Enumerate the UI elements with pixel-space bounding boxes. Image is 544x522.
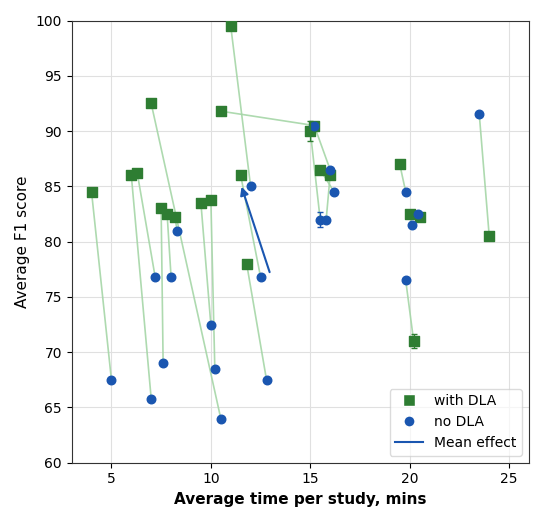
Point: [485, 232, 493, 240]
Point: [171, 213, 180, 221]
Point: [256, 273, 265, 281]
Point: [166, 273, 175, 281]
Point: [217, 107, 225, 115]
Point: [151, 273, 159, 281]
Point: [107, 376, 116, 384]
Point: [401, 188, 410, 196]
Point: [147, 99, 156, 108]
Point: [163, 210, 171, 218]
Point: [310, 121, 319, 129]
Point: [133, 169, 141, 177]
Point: [395, 160, 404, 169]
Point: [330, 188, 338, 196]
Point: [226, 22, 235, 30]
Legend: with DLA, no DLA, Mean effect: with DLA, no DLA, Mean effect: [390, 389, 522, 456]
Point: [196, 199, 205, 207]
Point: [316, 215, 325, 223]
Point: [207, 195, 215, 204]
Point: [236, 171, 245, 180]
Point: [322, 215, 331, 223]
Point: [127, 171, 135, 180]
Point: [401, 276, 410, 284]
Point: [413, 210, 422, 218]
Point: [87, 188, 96, 196]
Point: [326, 171, 335, 180]
Point: [407, 221, 416, 229]
Point: [211, 364, 219, 373]
Point: [409, 337, 418, 345]
Point: [262, 376, 271, 384]
Point: [306, 127, 314, 135]
Point: [475, 110, 484, 118]
Point: [159, 359, 168, 367]
Point: [217, 414, 225, 423]
Point: [246, 182, 255, 191]
Point: [405, 210, 414, 218]
Point: [147, 395, 156, 403]
X-axis label: Average time per study, mins: Average time per study, mins: [174, 492, 426, 507]
Point: [157, 204, 165, 212]
Point: [415, 213, 424, 221]
Point: [207, 321, 215, 329]
Point: [172, 227, 181, 235]
Y-axis label: Average F1 score: Average F1 score: [15, 175, 30, 308]
Point: [316, 165, 325, 174]
Point: [326, 165, 335, 174]
Point: [310, 121, 319, 129]
Point: [242, 259, 251, 268]
